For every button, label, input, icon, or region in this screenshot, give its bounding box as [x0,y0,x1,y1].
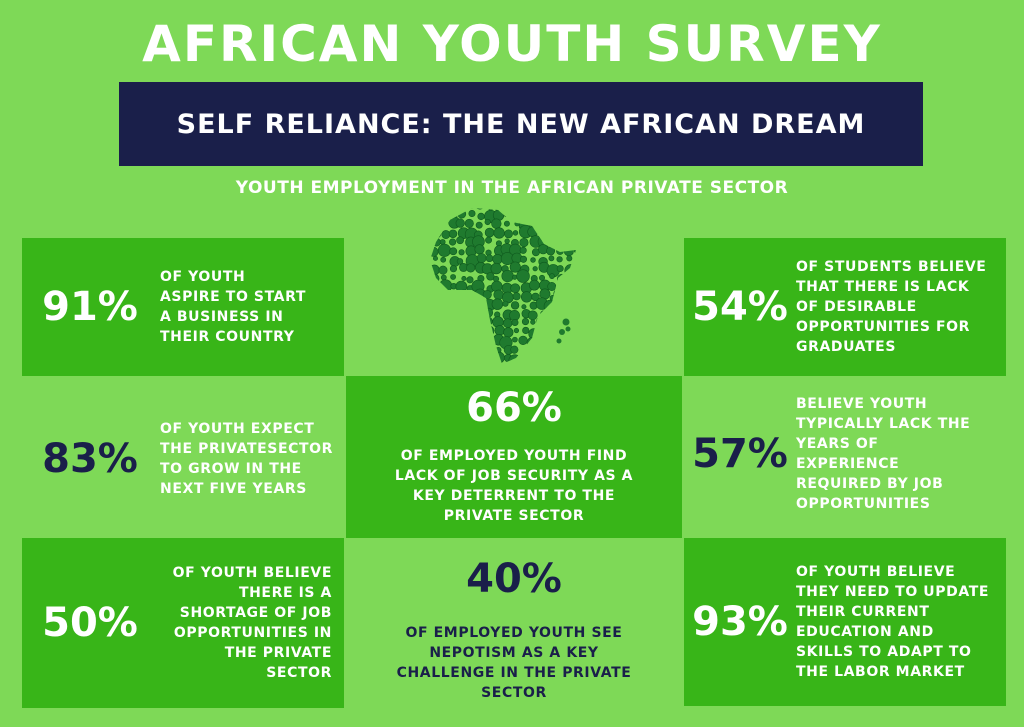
stat-card-66: 66% OF EMPLOYED YOUTH FIND LACK OF JOB S… [346,376,682,538]
page-title: AFRICAN YOUTH SURVEY [142,15,882,73]
stat-percent: 91% [42,284,138,330]
stat-card-83: 83% OF YOUTH EXPECT THE PRIVATESECTOR TO… [22,390,344,528]
stat-percent: 83% [42,436,138,482]
stat-text: OF YOUTH BELIEVE THERE IS A SHORTAGE OF … [172,565,332,681]
stat-card-91: 91% OF YOUTH ASPIRE TO START A BUSINESS … [22,238,344,376]
stat-text: BELIEVE YOUTH TYPICALLY LACK THE YEARS O… [796,396,971,512]
stat-card-54: 54% OF STUDENTS BELIEVE THAT THERE IS LA… [684,238,1006,376]
stat-card-93: 93% OF YOUTH BELIEVE THEY NEED TO UPDATE… [684,538,1006,706]
stat-text: OF STUDENTS BELIEVE THAT THERE IS LACK O… [796,259,987,355]
africa-dotted-map-icon [420,198,590,373]
stat-percent: 93% [692,599,788,645]
stat-card-57: 57% BELIEVE YOUTH TYPICALLY LACK THE YEA… [684,384,1006,524]
stat-text: OF YOUTH EXPECT THE PRIVATESECTOR TO GRO… [160,421,334,497]
stat-percent: 54% [692,284,788,330]
stat-percent: 66% [466,385,562,431]
stat-text: OF EMPLOYED YOUTH FIND LACK OF JOB SECUR… [394,448,634,524]
stat-percent: 57% [692,431,788,477]
stat-percent: 50% [42,600,138,646]
banner-text: SELF RELIANCE: THE NEW AFRICAN DREAM [176,108,866,140]
stat-text: OF YOUTH ASPIRE TO START A BUSINESS IN T… [160,269,307,345]
banner: SELF RELIANCE: THE NEW AFRICAN DREAM [119,82,923,166]
stat-text: OF EMPLOYED YOUTH SEE NEPOTISM AS A KEY … [396,625,632,701]
stat-text: OF YOUTH BELIEVE THEY NEED TO UPDATE THE… [796,564,990,680]
stat-card-40: 40% OF EMPLOYED YOUTH SEE NEPOTISM AS A … [346,556,682,706]
section-subtitle: YOUTH EMPLOYMENT IN THE AFRICAN PRIVATE … [235,178,789,198]
stat-percent: 40% [466,556,562,602]
stat-card-50: 50% OF YOUTH BELIEVE THERE IS A SHORTAGE… [22,538,344,708]
